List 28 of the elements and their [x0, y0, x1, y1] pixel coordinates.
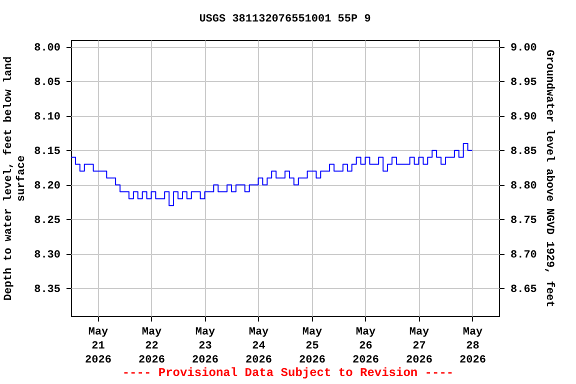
x-tick-label: May 25 2026 — [299, 326, 326, 366]
text: ---- Provisional Data Subject to Revision ---- — [121, 366, 455, 380]
x-tick-label: May 21 2026 — [85, 326, 112, 366]
y-tick-label: 8.05 — [34, 76, 61, 89]
x-tick-label: May 26 2026 — [352, 326, 379, 366]
x-tick-label: May 28 2026 — [460, 326, 486, 366]
y-tick-label: 8.35 — [34, 284, 61, 296]
y-tick-label: 8.00 — [34, 42, 60, 54]
x-tick-label: May 27 2026 — [406, 326, 432, 366]
y2-tick-label: 9.00 — [510, 42, 537, 54]
y2-tick-label: 8.65 — [510, 284, 538, 296]
y2-tick-label: 8.95 — [510, 76, 538, 89]
y2-tick-label: 8.70 — [510, 249, 537, 262]
x-tick-label: May 22 2026 — [138, 326, 165, 366]
y2-tick-label: 8.90 — [510, 111, 537, 124]
y2-tick-label: 8.80 — [510, 180, 537, 192]
y2-axis-title: Groundwater level above NGVD 1929, feet — [542, 50, 556, 308]
x-tick-label: May 24 2026 — [246, 326, 272, 366]
y2-tick-label: 8.85 — [510, 146, 538, 158]
y-tick-label: 8.20 — [34, 180, 60, 192]
x-tick-label: May 23 2026 — [192, 326, 218, 366]
y2-tick-label: 8.75 — [510, 214, 538, 227]
y-tick-label: 8.30 — [34, 249, 60, 262]
y-tick-label: 8.10 — [34, 111, 60, 124]
y-tick-label: 8.15 — [34, 146, 61, 158]
y-axis-title: Depth to water level, feet below land surface — [2, 56, 28, 301]
chart-title: USGS 381132076551001 55P 9 — [199, 13, 371, 26]
y-tick-label: 8.25 — [34, 214, 61, 227]
